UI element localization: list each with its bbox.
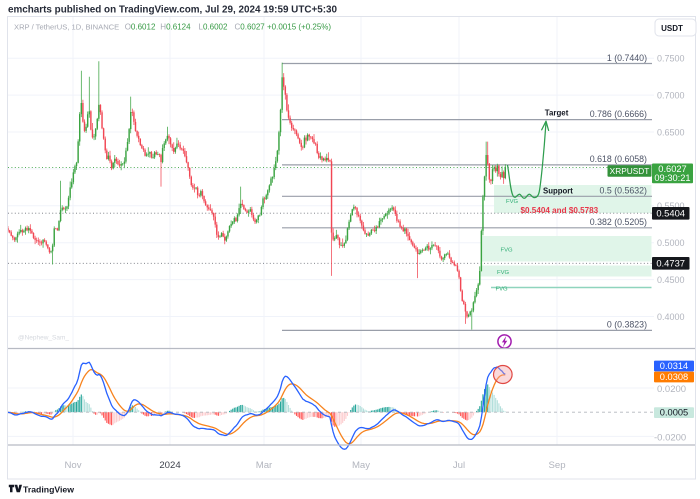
svg-text:-0.0200: -0.0200 [654,433,686,444]
svg-text:Sep: Sep [548,460,565,471]
svg-text:FVG: FVG [497,270,510,276]
svg-text:0.0308: 0.0308 [660,372,688,382]
svg-text:0.5404: 0.5404 [656,208,685,219]
svg-text:FVG: FVG [496,287,509,293]
svg-text:0.5 (0.5632): 0.5 (0.5632) [600,186,648,196]
svg-text:0.0200: 0.0200 [657,384,686,395]
svg-text:@Nephew_Sam_: @Nephew_Sam_ [18,335,69,342]
svg-text:0.4000: 0.4000 [657,312,685,322]
svg-text:emcharts published on TradingV: emcharts published on TradingView.com, J… [8,5,338,16]
svg-text:0.382 (0.5205): 0.382 (0.5205) [590,217,647,227]
svg-text:0.7500: 0.7500 [657,54,685,64]
svg-text:+0.0015 (+0.25%): +0.0015 (+0.25%) [267,23,331,32]
svg-text:0.618 (0.6058): 0.618 (0.6058) [590,154,647,164]
svg-text:L0.6002: L0.6002 [199,23,228,32]
svg-text:0.5000: 0.5000 [657,238,685,248]
svg-text:USDT: USDT [661,24,683,33]
svg-text:0.7000: 0.7000 [657,91,685,101]
svg-text:Mar: Mar [256,460,273,471]
svg-text:1 (0.7440): 1 (0.7440) [607,53,647,63]
svg-text:$0.5404 and $0.5783: $0.5404 and $0.5783 [521,206,599,215]
svg-text:Jul: Jul [453,460,465,471]
svg-text:C0.6027: C0.6027 [235,23,266,32]
svg-text:2024: 2024 [159,460,181,471]
svg-text:Support: Support [543,186,573,195]
svg-text:0.5500: 0.5500 [657,201,685,211]
svg-text:XRPUSDT: XRPUSDT [610,166,650,176]
svg-text:Nov: Nov [64,460,81,471]
svg-text:0.4500: 0.4500 [657,275,685,285]
svg-text:0.786 (0.6666): 0.786 (0.6666) [590,109,647,119]
svg-text:Target: Target [545,108,569,117]
svg-text:H0.6124: H0.6124 [160,23,191,32]
svg-text:FVG: FVG [506,199,519,205]
svg-text:0.4737: 0.4737 [656,258,685,269]
svg-text:0 (0.3823): 0 (0.3823) [607,320,647,330]
svg-text:0.0005: 0.0005 [660,408,688,418]
svg-text:0.0314: 0.0314 [660,361,688,371]
svg-text:FVG: FVG [501,248,514,254]
svg-text:O0.6012: O0.6012 [125,23,156,32]
svg-text:0.6500: 0.6500 [657,127,685,137]
svg-text:XRP / TetherUS, 1D, BINANCE: XRP / TetherUS, 1D, BINANCE [14,23,119,32]
svg-text:0.6027: 0.6027 [658,164,686,174]
svg-text:TradingView: TradingView [23,485,74,495]
svg-text:May: May [352,460,370,471]
svg-text:09:30:21: 09:30:21 [654,173,690,183]
